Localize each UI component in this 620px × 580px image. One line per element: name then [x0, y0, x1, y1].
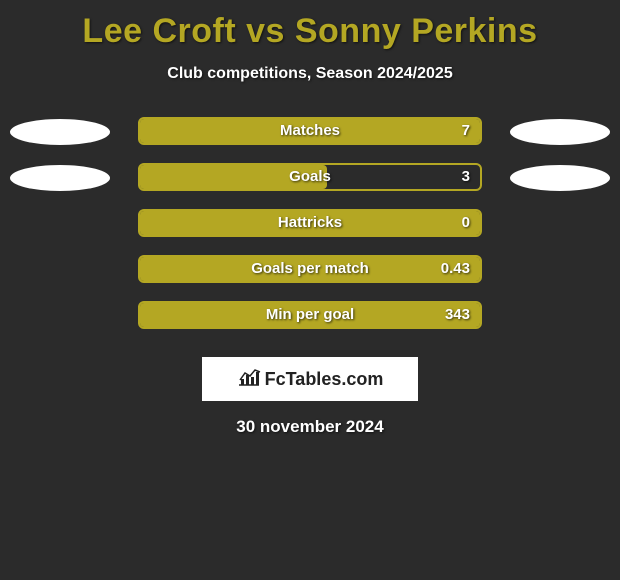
stats-container: Matches7Goals3Hattricks0Goals per match0… — [0, 117, 620, 347]
stat-row: Goals3 — [0, 163, 620, 209]
player-left-marker — [10, 165, 110, 191]
logo-chart-icon — [237, 367, 261, 392]
subtitle: Club competitions, Season 2024/2025 — [0, 65, 620, 83]
stat-label: Matches — [138, 117, 482, 145]
stat-value: 7 — [462, 117, 470, 145]
date-text: 30 november 2024 — [0, 417, 620, 437]
player-right-marker — [510, 119, 610, 145]
logo-text: FcTables.com — [265, 369, 384, 390]
stat-row: Min per goal343 — [0, 301, 620, 347]
stat-row: Hattricks0 — [0, 209, 620, 255]
stat-label: Goals — [138, 163, 482, 191]
player-left-marker — [10, 119, 110, 145]
logo-box: FcTables.com — [202, 357, 418, 401]
stat-label: Min per goal — [138, 301, 482, 329]
stat-row: Matches7 — [0, 117, 620, 163]
stat-value: 0.43 — [441, 255, 470, 283]
player-right-marker — [510, 165, 610, 191]
page-title: Lee Croft vs Sonny Perkins — [0, 0, 620, 51]
stat-value: 3 — [462, 163, 470, 191]
stat-value: 0 — [462, 209, 470, 237]
stat-row: Goals per match0.43 — [0, 255, 620, 301]
stat-label: Hattricks — [138, 209, 482, 237]
stat-label: Goals per match — [138, 255, 482, 283]
stat-value: 343 — [445, 301, 470, 329]
